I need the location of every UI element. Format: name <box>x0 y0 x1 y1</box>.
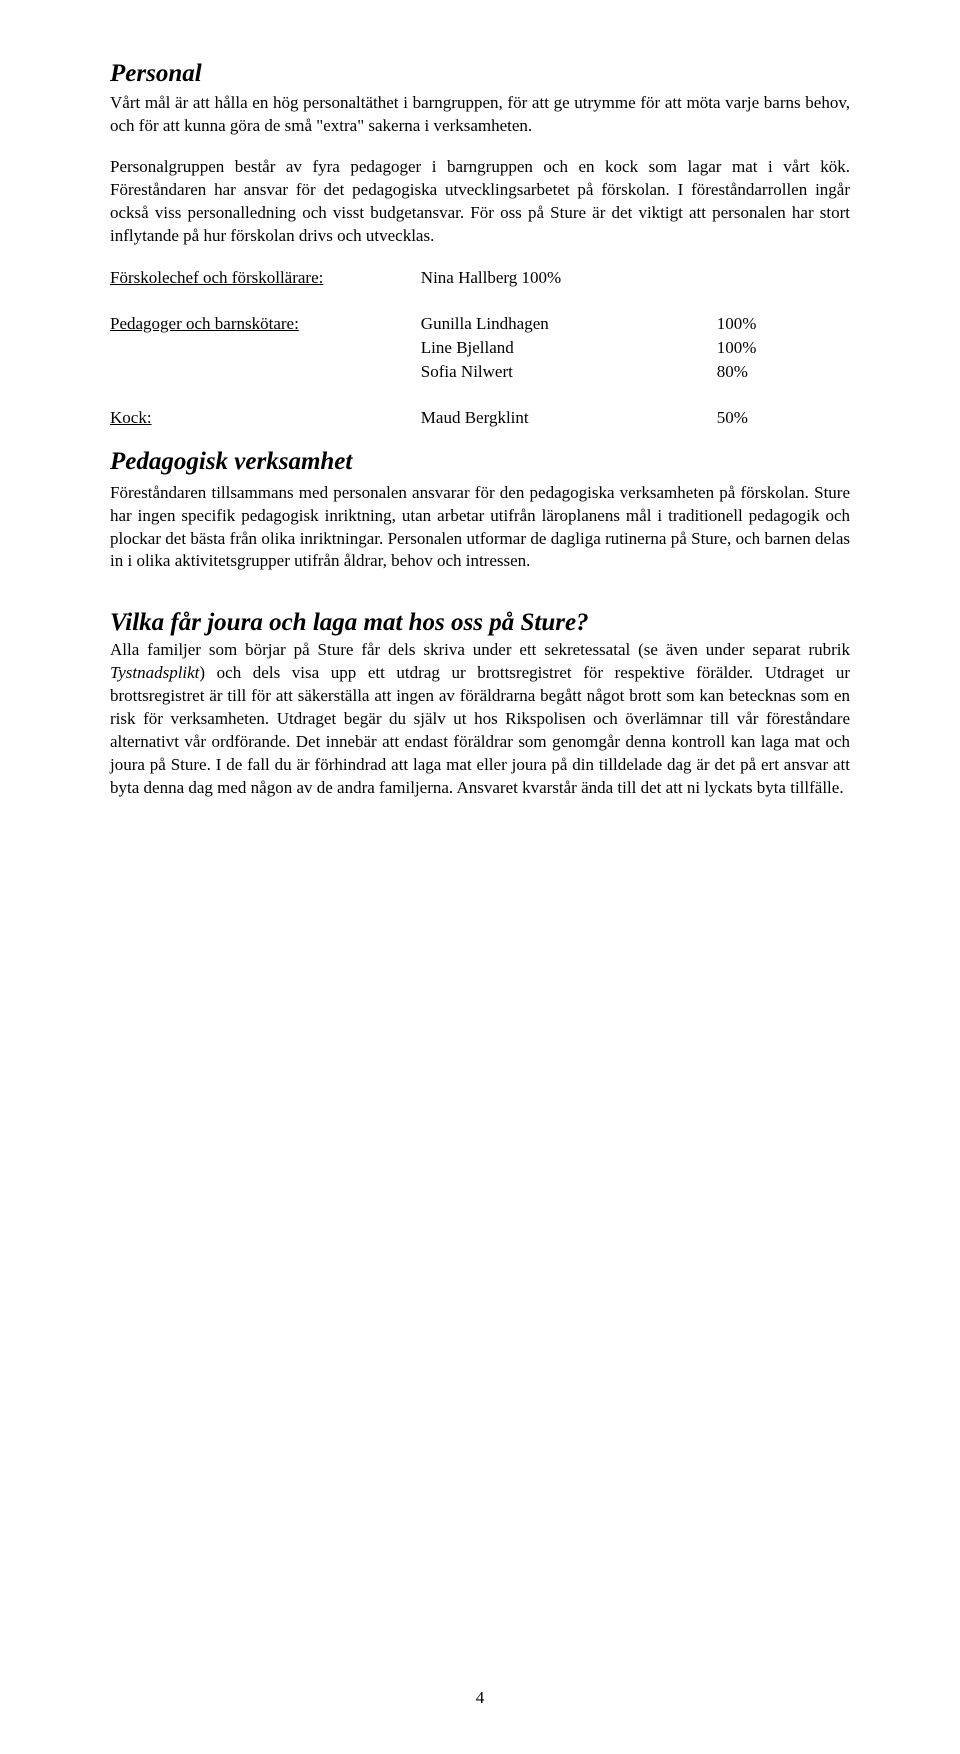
paragraph-personal-1: Vårt mål är att hålla en hög personaltät… <box>110 92 850 138</box>
heading-vilka: Vilka får joura och laga mat hos oss på … <box>110 609 850 637</box>
text-run: Alla familjer som börjar på Sture får de… <box>110 640 850 659</box>
page-number: 4 <box>0 1688 960 1708</box>
staff-name: Maud Bergklint <box>421 406 717 430</box>
heading-personal: Personal <box>110 60 850 88</box>
table-row: Line Bjelland 100% <box>110 336 850 360</box>
staff-role-pedagoger: Pedagoger och barnskötare: <box>110 314 299 333</box>
table-row: Kock: Maud Bergklint 50% <box>110 406 850 430</box>
table-row: Förskolechef och förskollärare: Nina Hal… <box>110 266 850 290</box>
staff-pct: 100% <box>717 312 850 336</box>
table-row: Pedagoger och barnskötare: Gunilla Lindh… <box>110 312 850 336</box>
staff-name: Nina Hallberg 100% <box>421 266 717 290</box>
staff-pct: 100% <box>717 336 850 360</box>
paragraph-pedagogisk: Föreståndaren tillsammans med personalen… <box>110 482 850 574</box>
text-run: ) och dels visa upp ett utdrag ur brotts… <box>110 663 850 797</box>
table-row: Sofia Nilwert 80% <box>110 360 850 384</box>
staff-role-forskolechef: Förskolechef och förskollärare: <box>110 268 323 287</box>
paragraph-vilka: Alla familjer som börjar på Sture får de… <box>110 639 850 800</box>
staff-pct: 50% <box>717 406 850 430</box>
staff-table: Förskolechef och förskollärare: Nina Hal… <box>110 266 850 430</box>
staff-name: Sofia Nilwert <box>421 360 717 384</box>
staff-name: Gunilla Lindhagen <box>421 312 717 336</box>
staff-name: Line Bjelland <box>421 336 717 360</box>
text-run-italic: Tystnadsplikt <box>110 663 199 682</box>
paragraph-personal-2: Personalgruppen består av fyra pedagoger… <box>110 156 850 248</box>
document-page: Personal Vårt mål är att hålla en hög pe… <box>0 0 960 1754</box>
staff-pct <box>717 266 850 290</box>
staff-pct: 80% <box>717 360 850 384</box>
heading-pedagogisk: Pedagogisk verksamhet <box>110 448 850 476</box>
staff-role-kock: Kock: <box>110 408 152 427</box>
